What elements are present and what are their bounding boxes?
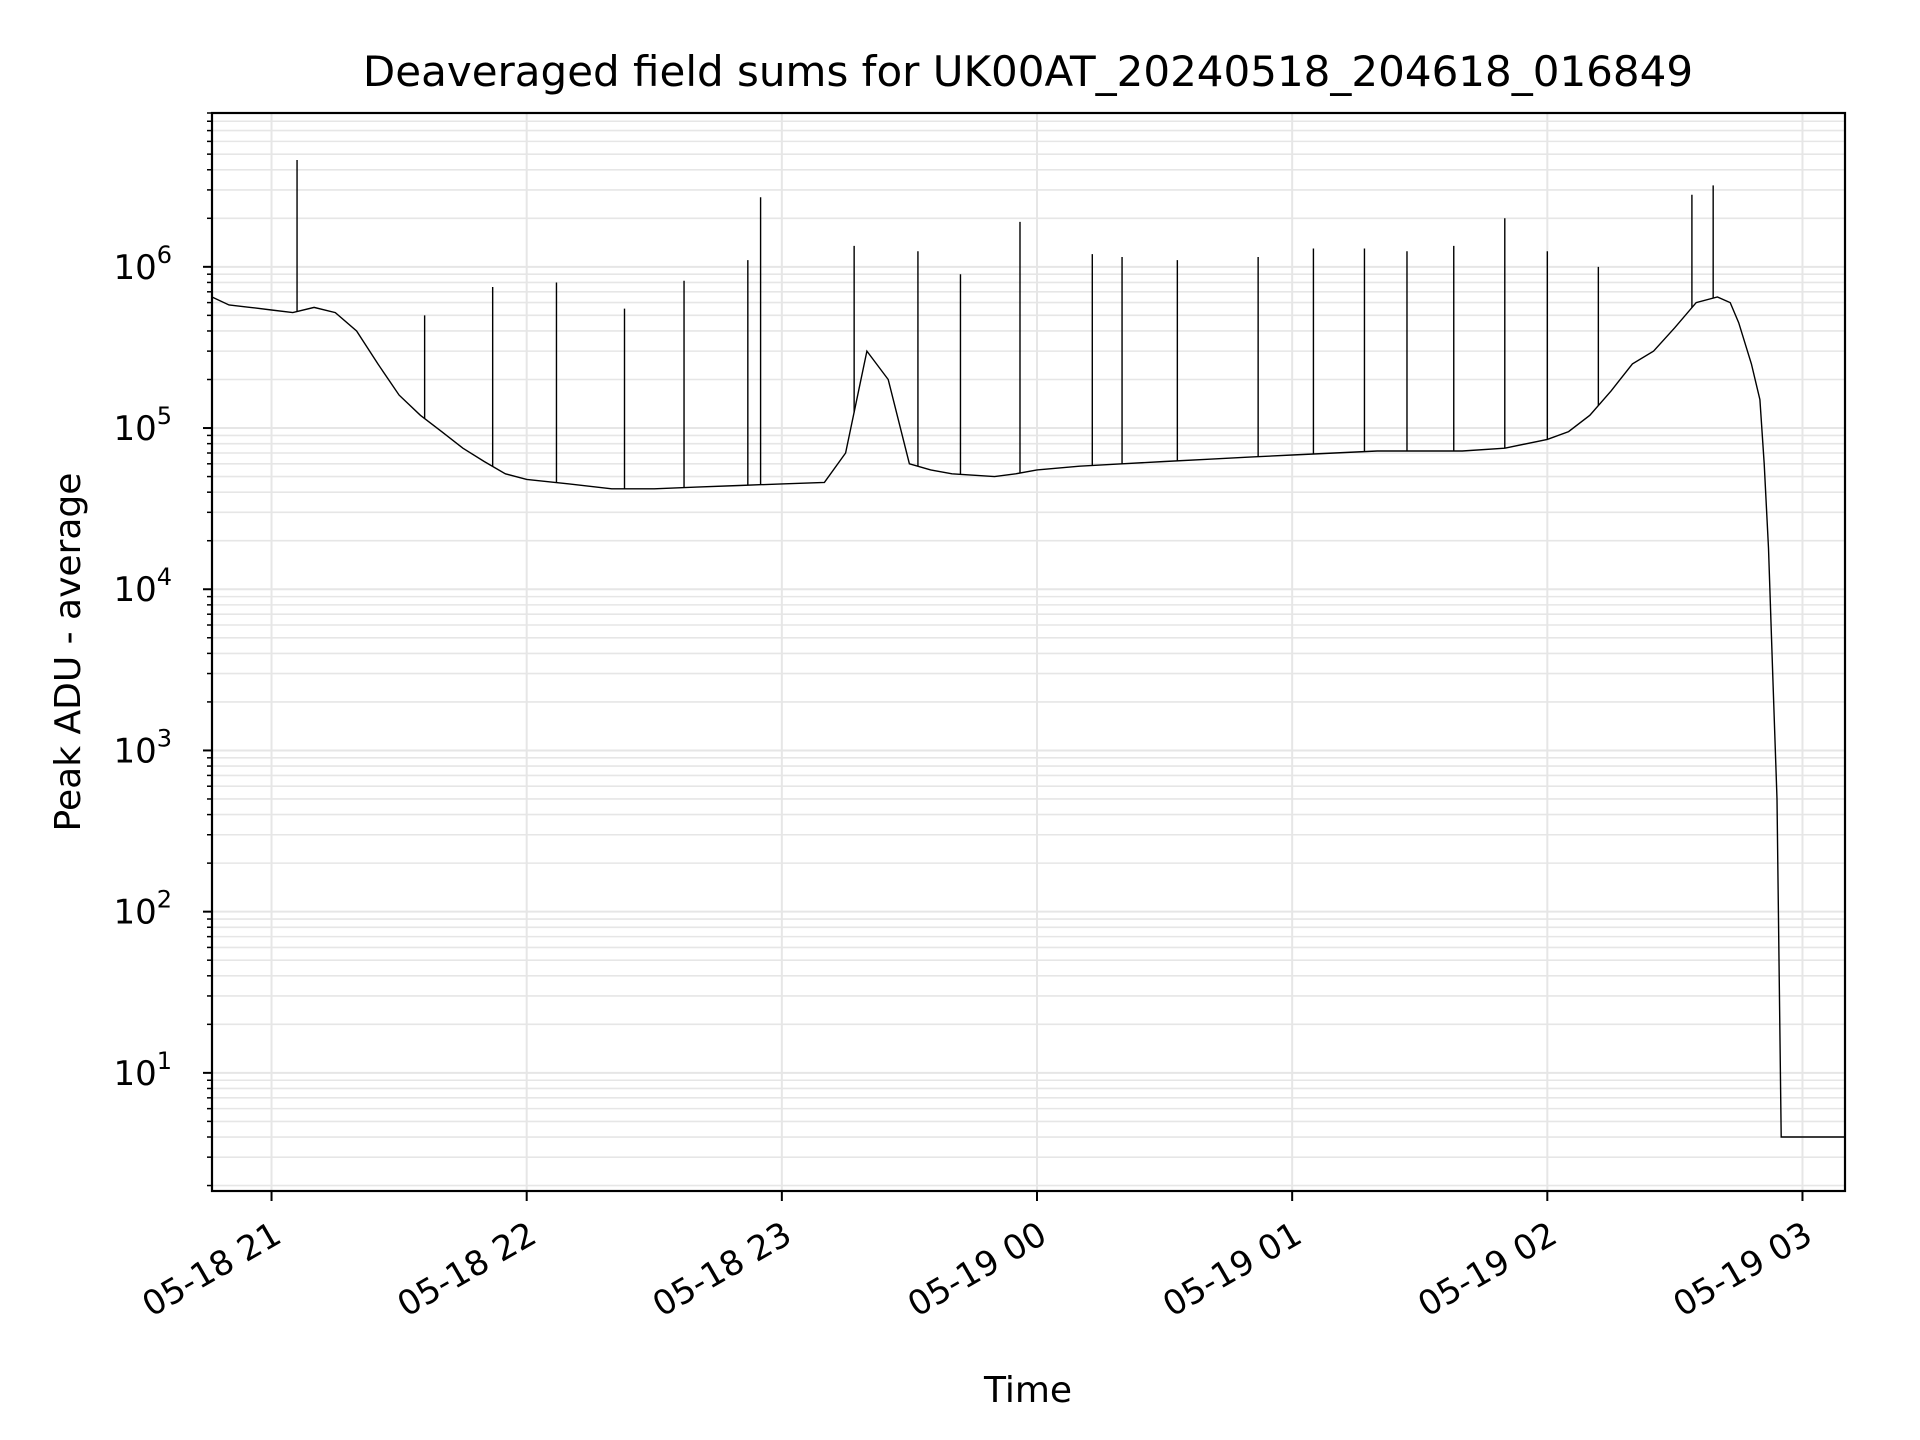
plot-area-frame <box>210 111 1847 1193</box>
series-line-group <box>211 159 1845 1138</box>
grid-lines <box>212 112 1845 1191</box>
chart-title: Deaveraged field sums for UK00AT_2024051… <box>363 47 1693 96</box>
y-tick-label: 104 <box>113 563 172 610</box>
y-tick-label: 105 <box>113 402 172 449</box>
series-line <box>211 296 1845 1138</box>
y-tick-label: 106 <box>113 241 172 288</box>
y-tick-label: 101 <box>113 1047 172 1094</box>
y-tick-label: 102 <box>113 886 172 933</box>
y-tick-label: 103 <box>113 724 172 771</box>
y-axis-label: Peak ADU - average <box>48 473 89 832</box>
x-axis-label: Time <box>983 1370 1072 1411</box>
